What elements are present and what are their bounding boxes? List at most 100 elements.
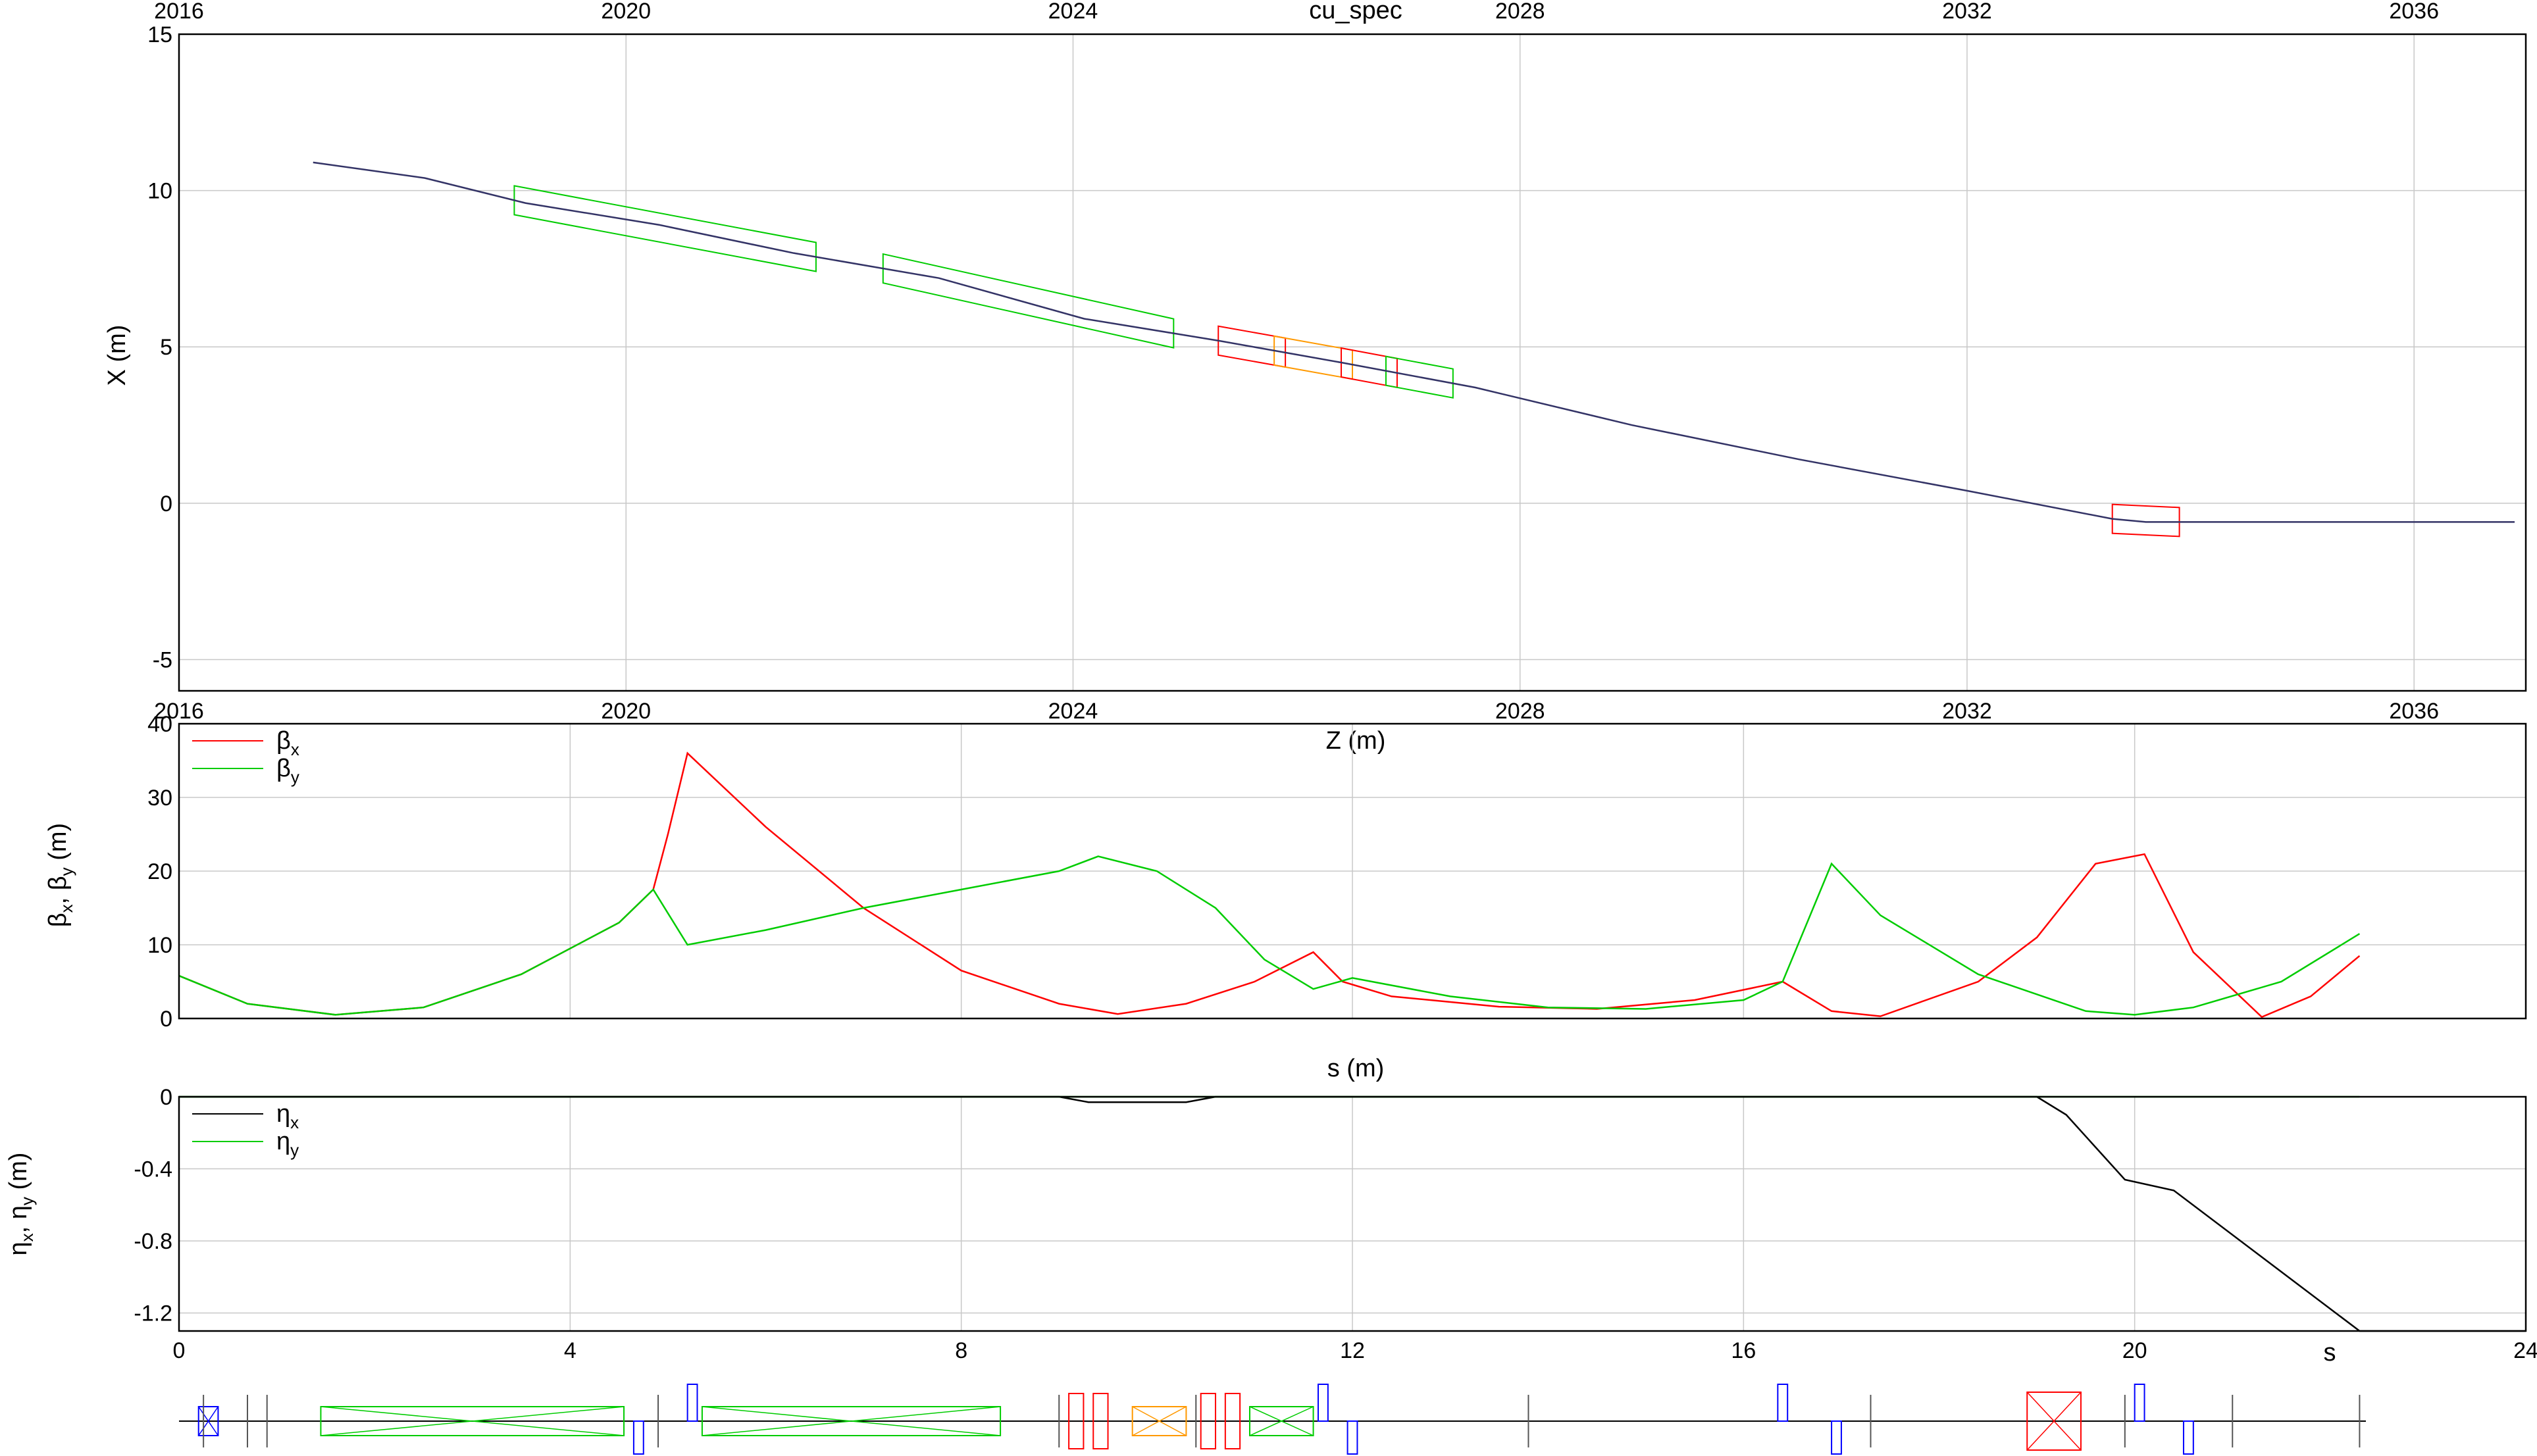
dispersion-xlabel: s <box>2324 1339 2336 1367</box>
dispersion-x-ticks: 0 4 8 12 16 20 24 <box>173 1338 2537 1363</box>
beta-line-y <box>178 855 2361 1016</box>
dispersion-y-ticks: 0 -0.4 -0.8 -1.2 <box>134 1085 172 1326</box>
floor-plan-magnet-bend <box>513 185 817 272</box>
floor-plan-top-tick-label: 2028 <box>1495 0 1545 24</box>
dispersion-x-tick-label: 12 <box>1340 1338 1365 1363</box>
beta-y-tick-label: 20 <box>147 859 172 884</box>
dispersion-ylabel: ηx, ηy (m) <box>5 1153 37 1256</box>
floor-plan-bottom-tick-label: 2036 <box>2389 699 2439 724</box>
lattice-element-bend <box>1248 1406 1314 1436</box>
beta-y-tick-label: 40 <box>147 712 172 737</box>
lattice-element-bend <box>701 1406 1002 1436</box>
floor-plan-top-tick-label: 2032 <box>1942 0 1992 24</box>
floor-plan-magnet-bend <box>1385 355 1454 399</box>
beta-ylabel: βx, βy (m) <box>44 823 76 927</box>
floor-plan-top-tick-label: 2016 <box>154 0 204 24</box>
lattice-element-bend <box>1131 1406 1187 1436</box>
beta-ylabel-sub-x: x <box>57 904 76 913</box>
floor-plan-y-tick-label: 0 <box>160 491 172 516</box>
floor-plan-top-tick-label: 2024 <box>1048 0 1098 24</box>
floor-plan-y-tick-label: 5 <box>160 335 172 360</box>
lattice-element-quad <box>1092 1393 1109 1449</box>
floor-plan-top-tick-label: 2036 <box>2389 0 2439 24</box>
dispersion-y-tick-label: -1.2 <box>134 1301 172 1326</box>
dispersion-x-tick-label: 20 <box>2122 1338 2147 1363</box>
dispersion-x-tick-label: 16 <box>1731 1338 1756 1363</box>
beta-line-x <box>178 751 2361 1018</box>
dispersion-y-tick-label: 0 <box>160 1085 172 1110</box>
floor-plan-bottom-tick-label: 2024 <box>1048 699 1098 724</box>
lattice-element-diagonal <box>320 1406 625 1436</box>
lattice-element-quad- <box>632 1420 644 1455</box>
dispersion-ylabel-unit: (m) <box>5 1153 32 1197</box>
floor-plan-panel: 2016 2020 2024 2028 2032 2036 2016 2020 2024 202… <box>103 0 2527 755</box>
floor-plan-xlabel: Z (m) <box>1326 727 1386 755</box>
svg-text:ηx, ηy (m): ηx, ηy (m) <box>5 1153 37 1256</box>
floor-plan-magnet-bend <box>882 253 1175 349</box>
lattice-element-quad <box>1224 1393 1241 1449</box>
lattice-element-diagonal <box>1249 1406 1314 1436</box>
beamline-trajectory <box>313 161 2515 523</box>
dispersion-legend: ηx ηy <box>192 1100 299 1160</box>
dispersion-y-tick-label: -0.8 <box>134 1229 172 1254</box>
floor-plan-y-tick-label: -5 <box>153 647 172 672</box>
dispersion-ylabel-sub-x: x <box>17 1233 37 1242</box>
dispersion-ylabel-sub-y: y <box>17 1197 37 1205</box>
dispersion-y-tick-label: -0.4 <box>134 1157 172 1182</box>
floor-plan-y-tick-label: 10 <box>147 179 172 204</box>
beta-grid <box>178 723 2526 1019</box>
lattice-element-solenoid <box>197 1406 219 1436</box>
beta-y-tick-label: 0 <box>160 1007 172 1032</box>
lattice-element-diagonal <box>2026 1392 2082 1451</box>
svg-text:βx, βy (m): βx, βy (m) <box>44 823 76 927</box>
floor-plan-bottom-tick-label: 2028 <box>1495 699 1545 724</box>
lattice-element-quad- <box>2182 1420 2194 1455</box>
dispersion-x-tick-label: 0 <box>173 1338 186 1363</box>
floor-plan-magnet-bend <box>2111 503 2180 538</box>
dispersion-grid <box>178 1096 2526 1331</box>
lattice-element-quad+ <box>1777 1384 1789 1422</box>
chart-title: cu_spec <box>1309 0 1402 24</box>
dispersion-x-tick-label: 4 <box>564 1338 577 1363</box>
legend-label-eta-x: ηx <box>276 1100 299 1132</box>
floor-plan-bottom-tick-label: 2016 <box>154 699 204 724</box>
lattice-element-diagonal <box>702 1406 1001 1436</box>
legend-label-beta-x: βx <box>276 727 299 759</box>
beta-ylabel-symbol: β <box>44 913 72 927</box>
beta-frame <box>178 722 2527 1020</box>
lattice-element-diagonal <box>198 1406 219 1436</box>
beta-xlabel: s (m) <box>1327 1055 1385 1082</box>
lattice-element-quad <box>1068 1393 1085 1449</box>
beta-y-tick-label: 30 <box>147 786 172 811</box>
lattice-element-diagonal <box>1132 1406 1187 1436</box>
beta-legend: βx βy <box>192 727 299 787</box>
dispersion-ylabel-sep: , η <box>5 1205 32 1233</box>
floor-plan-top-ticks: 2016 2020 2024 2028 2032 2036 <box>154 0 2439 24</box>
beta-ylabel-unit: (m) <box>44 823 72 868</box>
beta-y-ticks: 40 30 20 10 0 <box>147 712 172 1032</box>
lattice-element-quad+ <box>2134 1384 2145 1422</box>
legend-label-beta-y: βy <box>276 755 299 787</box>
floor-plan-top-tick-label: 2020 <box>601 0 651 24</box>
lattice-layout <box>179 1384 2366 1455</box>
beta-series <box>178 751 2361 1018</box>
dispersion-frame <box>178 1095 2527 1332</box>
lattice-element-quad- <box>1831 1420 1842 1455</box>
legend-label-eta-y: ηy <box>276 1128 299 1160</box>
lattice-element-quad+ <box>686 1384 698 1422</box>
lattice-elements <box>197 1384 2361 1455</box>
lattice-element-quad+ <box>1317 1384 1329 1422</box>
lattice-element-bend <box>2026 1392 2082 1451</box>
floor-plan-elements <box>513 185 2180 538</box>
floor-plan-bottom-ticks: 2016 2020 2024 2028 2032 2036 <box>154 699 2439 724</box>
floor-plan-ylabel: X (m) <box>103 325 131 386</box>
dispersion-ylabel-symbol: η <box>5 1242 32 1255</box>
beta-y-tick-label: 10 <box>147 933 172 958</box>
beta-ylabel-sub-y: y <box>57 867 76 876</box>
lattice-element-quad- <box>1346 1420 1358 1455</box>
floor-plan-y-ticks: 15 10 5 0 -5 <box>147 22 172 672</box>
floor-plan-bottom-tick-label: 2020 <box>601 699 651 724</box>
floor-plan-bottom-tick-label: 2032 <box>1942 699 1992 724</box>
